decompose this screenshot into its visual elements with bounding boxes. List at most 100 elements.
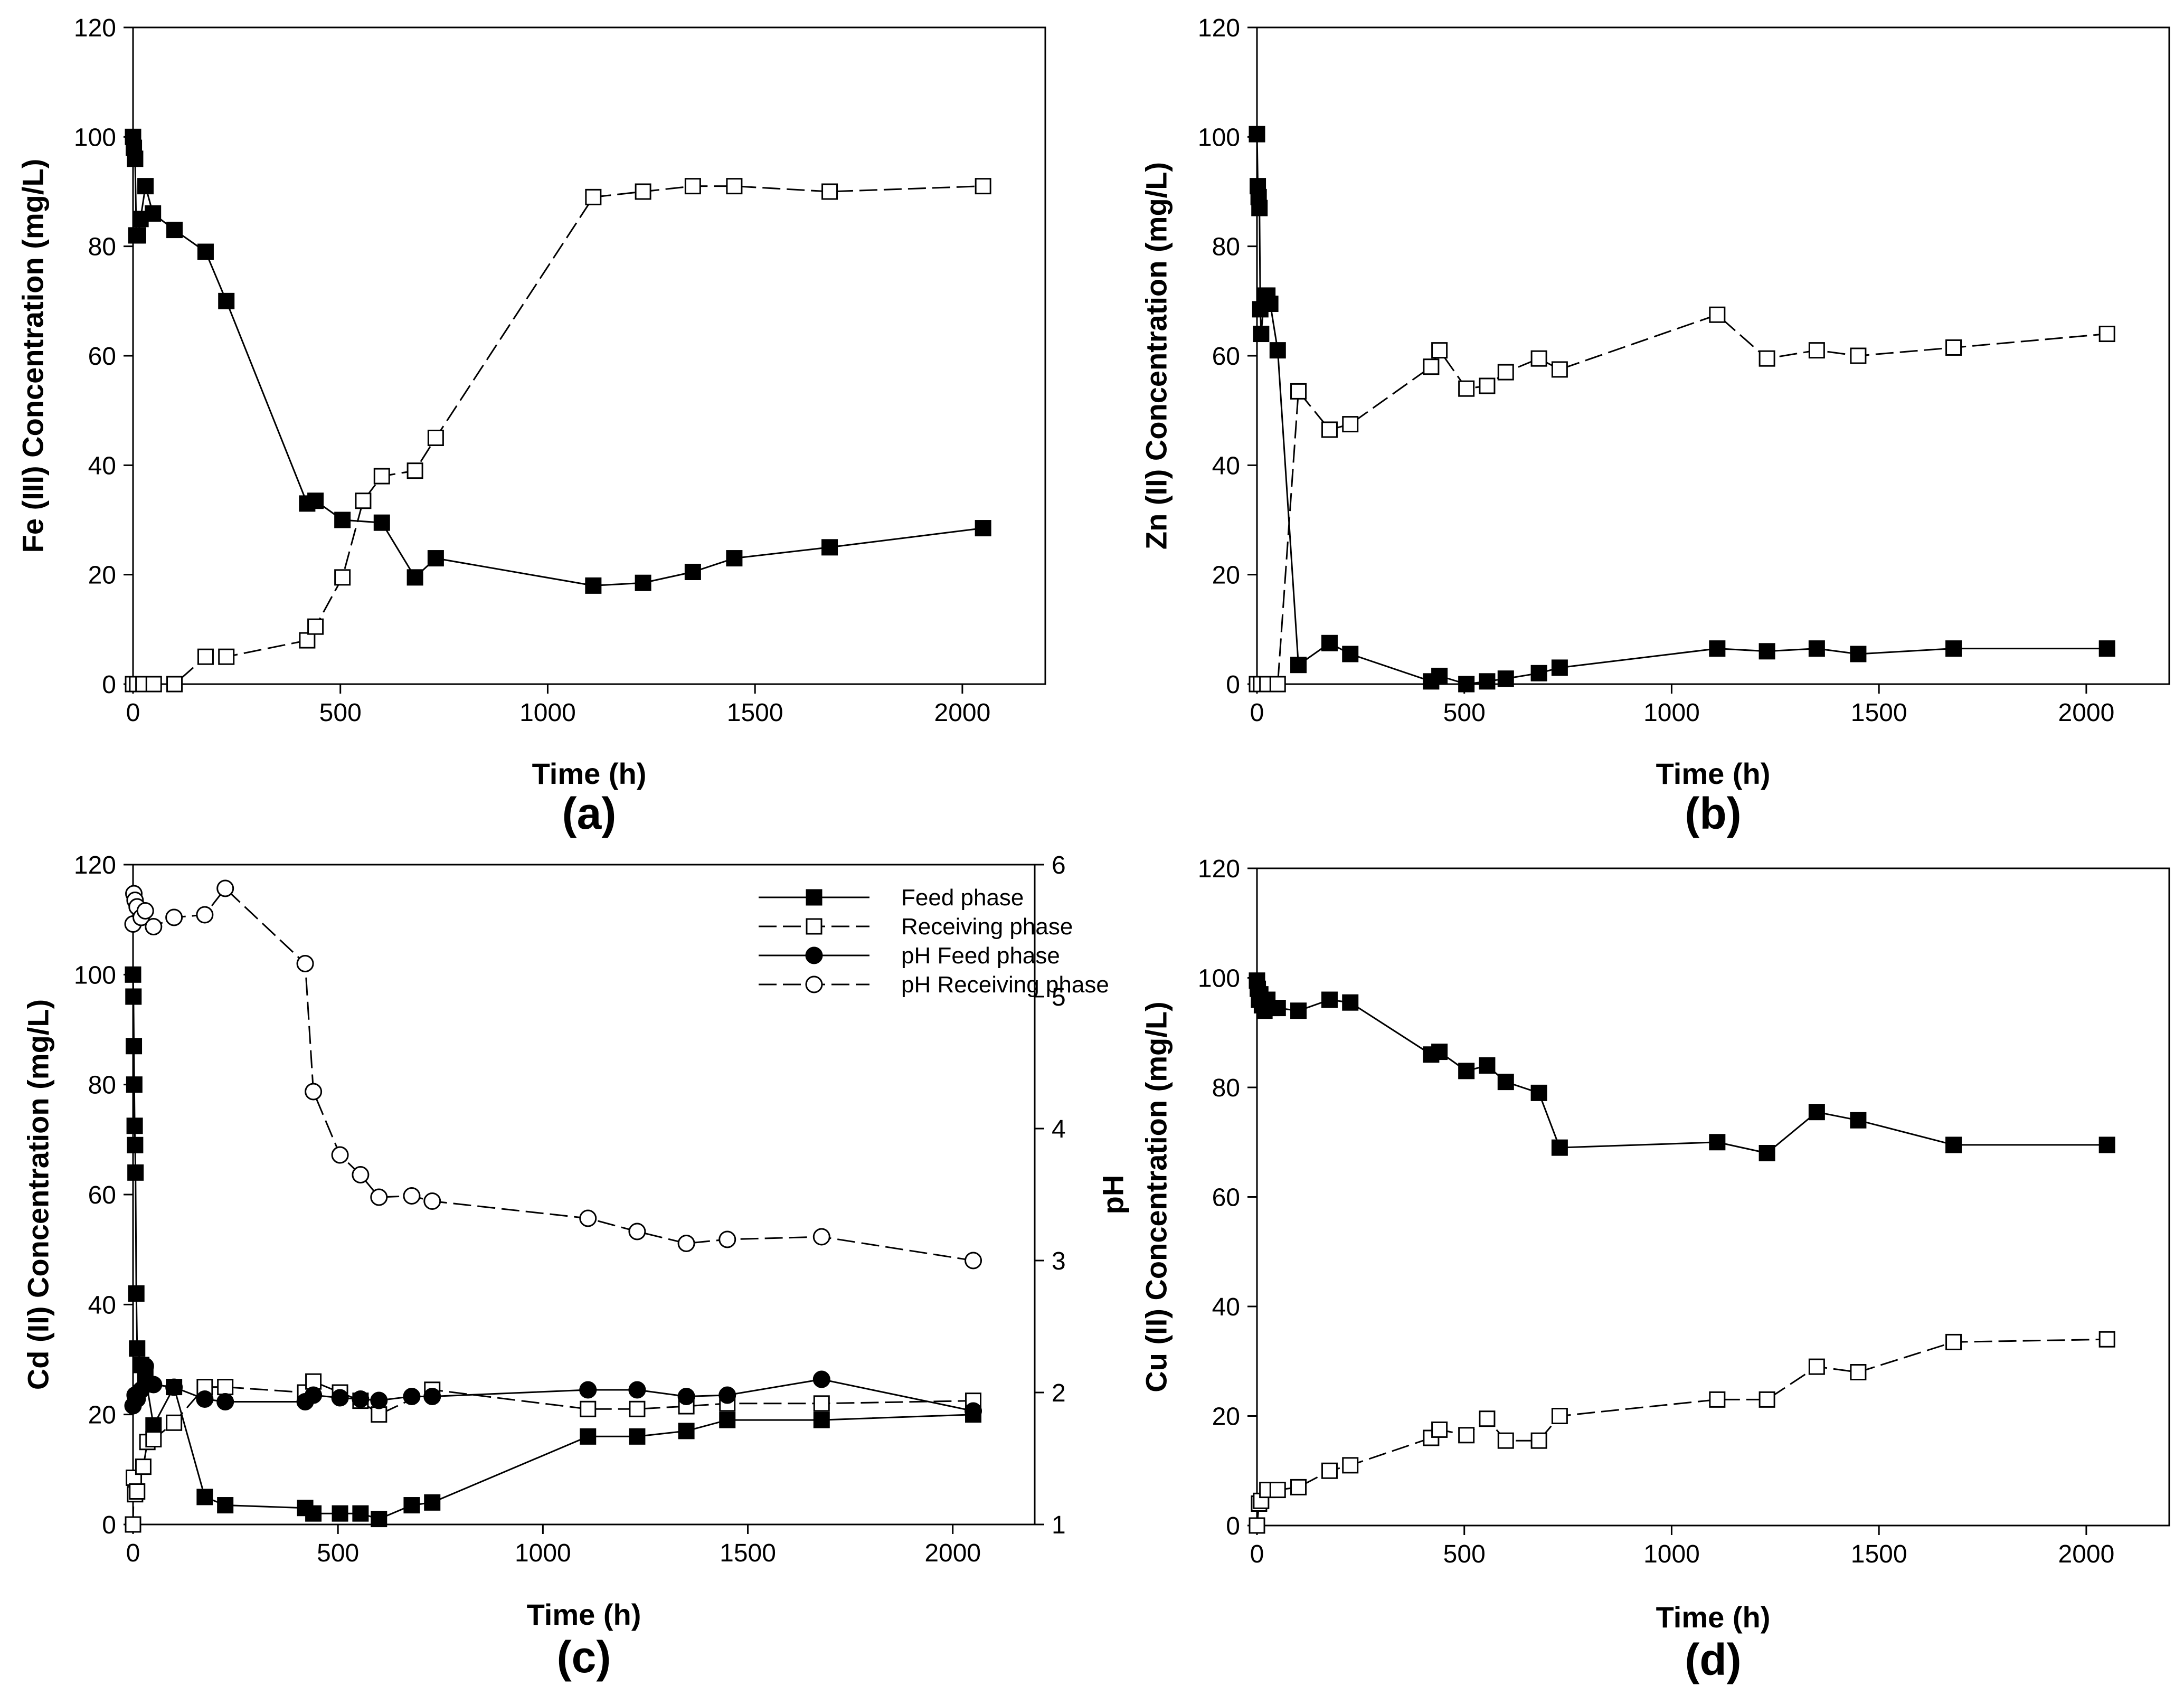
- data-point: [975, 520, 991, 537]
- y2-tick-label: 5: [1052, 983, 1066, 1011]
- series-d-2: [1249, 1331, 2115, 1534]
- x-tick-label: 1000: [1643, 699, 1700, 727]
- data-point: [1431, 1421, 1448, 1438]
- data-point: [1321, 991, 1338, 1008]
- data-point: [334, 512, 351, 528]
- data-point: [352, 1390, 370, 1408]
- series-c-4: [124, 879, 982, 1270]
- data-point: [629, 1428, 646, 1445]
- series-d-1: [1249, 972, 2115, 1161]
- data-point: [1253, 326, 1270, 343]
- data-point: [166, 222, 183, 239]
- data-point: [813, 1412, 830, 1428]
- data-point: [1850, 646, 1867, 662]
- data-point: [1758, 1391, 1775, 1408]
- x-tick-label: 500: [1443, 1540, 1486, 1568]
- x-tick-label: 2000: [2058, 1540, 2115, 1568]
- data-point: [813, 1395, 830, 1412]
- data-point: [370, 1391, 388, 1409]
- data-point: [1431, 667, 1448, 684]
- legend-item-ph-receiving-phase: pH Receiving phase: [759, 972, 1109, 998]
- y-axis-title-c: Cd (II) Concentration (mg/L): [22, 999, 55, 1390]
- data-point: [1262, 296, 1279, 312]
- data-point: [1758, 350, 1775, 367]
- data-point: [403, 1497, 420, 1514]
- data-point: [1342, 994, 1359, 1011]
- data-point: [678, 1423, 695, 1439]
- data-point: [684, 178, 701, 195]
- x-tick-label: 1500: [1851, 1540, 1907, 1568]
- data-point: [2098, 640, 2115, 657]
- y-tick-label: 40: [88, 1291, 116, 1319]
- data-point: [125, 988, 142, 1005]
- data-point: [196, 1390, 214, 1408]
- x-tick-label: 1000: [519, 699, 576, 727]
- data-point: [1758, 1145, 1775, 1161]
- x-tick-label: 0: [1250, 699, 1264, 727]
- data-point: [1269, 1482, 1286, 1499]
- y-tick-label: 120: [1198, 855, 1240, 883]
- legend-marker-ph-feed-phase: [805, 946, 823, 964]
- series-b-1: [1249, 126, 2115, 693]
- data-point: [307, 492, 324, 509]
- x-axis-title-b: Time (h): [1656, 757, 1771, 790]
- data-point: [1850, 1364, 1867, 1380]
- data-point: [1530, 665, 1547, 681]
- legend-item-ph-feed-phase: pH Feed phase: [759, 943, 1060, 969]
- data-point: [1945, 339, 1962, 356]
- x-tick-label: 1500: [720, 1539, 776, 1567]
- y-tick-label: 80: [88, 233, 116, 261]
- data-point: [2098, 1331, 2115, 1348]
- x-tick-label: 500: [317, 1539, 359, 1567]
- data-point: [126, 1076, 143, 1093]
- data-point: [1530, 350, 1547, 367]
- data-point: [165, 908, 183, 926]
- series-layer-a: [125, 128, 991, 693]
- data-point: [1269, 1000, 1286, 1017]
- series-line: [132, 1363, 973, 1412]
- data-point: [1290, 383, 1307, 400]
- y-tick-label: 40: [88, 452, 116, 480]
- data-point: [1479, 1410, 1496, 1427]
- data-point: [1249, 126, 1265, 143]
- data-point: [296, 955, 314, 972]
- x-tick-label: 2000: [934, 699, 991, 727]
- data-point: [197, 243, 214, 260]
- data-point: [373, 468, 390, 485]
- data-point: [1458, 1063, 1475, 1079]
- y-tick-label: 120: [74, 14, 116, 42]
- x-axis-title-a: Time (h): [532, 757, 647, 790]
- data-point: [1290, 657, 1307, 674]
- data-point: [352, 1166, 370, 1183]
- y-tick-label: 60: [88, 1181, 116, 1209]
- data-point: [812, 1370, 830, 1388]
- y-tick-label: 120: [1198, 14, 1240, 42]
- data-point: [137, 178, 154, 195]
- y-tick-label: 80: [1212, 1074, 1240, 1102]
- data-point: [125, 1516, 141, 1533]
- data-point: [1269, 676, 1286, 693]
- data-point: [628, 1223, 646, 1240]
- data-point: [331, 1389, 349, 1407]
- data-point: [975, 178, 991, 195]
- y-tick-label: 100: [74, 961, 116, 989]
- data-point: [1342, 1457, 1359, 1474]
- data-point: [218, 648, 235, 665]
- legend-marker-ph-receiving-phase: [805, 975, 823, 993]
- data-point: [1431, 1044, 1448, 1060]
- data-point: [165, 1378, 183, 1396]
- data-point: [718, 1386, 736, 1404]
- data-point: [125, 966, 141, 983]
- data-point: [217, 1379, 234, 1396]
- data-point: [1423, 358, 1440, 375]
- series-line: [133, 185, 984, 685]
- data-point: [218, 292, 235, 309]
- data-point: [677, 1388, 695, 1405]
- data-point: [166, 676, 183, 693]
- legend-marker-symbol: [806, 918, 822, 935]
- data-point: [145, 1376, 163, 1394]
- data-point: [127, 150, 144, 167]
- data-point: [145, 676, 162, 693]
- x-tick-label: 1500: [727, 699, 783, 727]
